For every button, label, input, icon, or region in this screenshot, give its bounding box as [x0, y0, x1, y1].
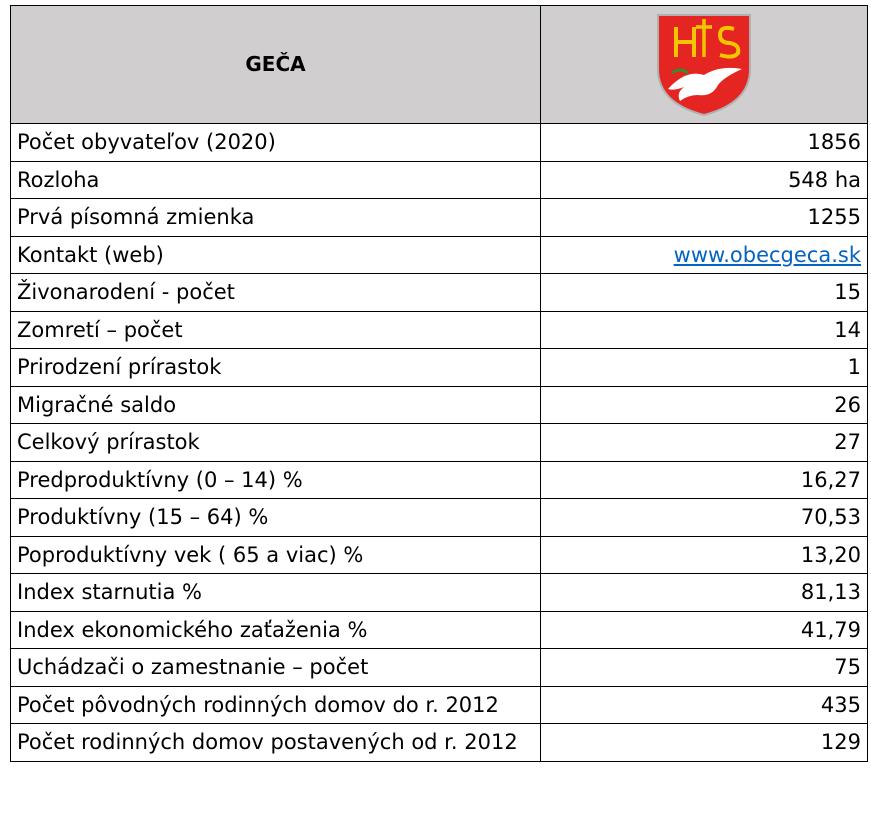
table-row: Počet obyvateľov (2020) 1856 — [10, 123, 868, 162]
row-label: Predproduktívny (0 – 14) % — [10, 460, 541, 499]
row-value: 81,13 — [540, 573, 868, 612]
table-row: Zomretí – počet 14 — [10, 310, 868, 349]
row-label: Migračné saldo — [10, 385, 541, 424]
row-label: Rozloha — [10, 160, 541, 199]
row-value: 15 — [540, 273, 868, 312]
row-label: Poproduktívny vek ( 65 a viac) % — [10, 535, 541, 574]
row-value: 16,27 — [540, 460, 868, 499]
row-label: Index ekonomického zaťaženia % — [10, 610, 541, 649]
table-row: Poproduktívny vek ( 65 a viac) % 13,20 — [10, 535, 868, 574]
row-label: Prvá písomná zmienka — [10, 198, 541, 237]
coat-of-arms — [657, 13, 751, 116]
web-link[interactable]: www.obecgeca.sk — [673, 242, 861, 267]
row-label: Produktívny (15 – 64) % — [10, 498, 541, 537]
table-row: Predproduktívny (0 – 14) % 16,27 — [10, 460, 868, 499]
row-label: Počet rodinných domov postavených od r. … — [10, 723, 541, 762]
table-row: Prirodzení prírastok 1 — [10, 348, 868, 387]
emblem-cell — [540, 5, 868, 124]
table-body: GEČA Počet obyvateľov (2020) 1856 Rozloha 5… — [10, 5, 868, 762]
header-title: GEČA — [10, 5, 541, 124]
row-label: Kontakt (web) — [10, 235, 541, 274]
row-value: 41,79 — [540, 610, 868, 649]
table-row: Index ekonomického zaťaženia % 41,79 — [10, 610, 868, 649]
row-label: Zomretí – počet — [10, 310, 541, 349]
row-value: 1 — [540, 348, 868, 387]
header-row: GEČA — [10, 5, 868, 124]
row-value: 1255 — [540, 198, 868, 237]
table-row: Uchádzači o zamestnanie – počet 75 — [10, 648, 868, 687]
info-table: GEČA Počet obyvateľov (2020) 1856 Rozloha 5… — [10, 5, 868, 762]
row-label: Počet obyvateľov (2020) — [10, 123, 541, 162]
row-value: 1856 — [540, 123, 868, 162]
row-value: 26 — [540, 385, 868, 424]
row-value: 129 — [540, 723, 868, 762]
table-row: Celkový prírastok 27 — [10, 423, 868, 462]
row-value: 13,20 — [540, 535, 868, 574]
table-row: Rozloha 548 ha — [10, 160, 868, 199]
row-label: Živonarodení - počet — [10, 273, 541, 312]
table-row: Migračné saldo 26 — [10, 385, 868, 424]
row-label: Uchádzači o zamestnanie – počet — [10, 648, 541, 687]
row-value: 435 — [540, 685, 868, 724]
row-value: 14 — [540, 310, 868, 349]
row-value: 27 — [540, 423, 868, 462]
row-label: Celkový prírastok — [10, 423, 541, 462]
table-row: Živonarodení - počet 15 — [10, 273, 868, 312]
table-row: Index starnutia % 81,13 — [10, 573, 868, 612]
row-value: 75 — [540, 648, 868, 687]
table-row: Kontakt (web) www.obecgeca.sk — [10, 235, 868, 274]
table-row: Prvá písomná zmienka 1255 — [10, 198, 868, 237]
row-value: 70,53 — [540, 498, 868, 537]
row-label: Počet pôvodných rodinných domov do r. 20… — [10, 685, 541, 724]
table-row: Počet pôvodných rodinných domov do r. 20… — [10, 685, 868, 724]
row-value: 548 ha — [540, 160, 868, 199]
row-label: Prirodzení prírastok — [10, 348, 541, 387]
row-value-cell: www.obecgeca.sk — [540, 235, 868, 274]
row-label: Index starnutia % — [10, 573, 541, 612]
table-row: Produktívny (15 – 64) % 70,53 — [10, 498, 868, 537]
table-row: Počet rodinných domov postavených od r. … — [10, 723, 868, 762]
